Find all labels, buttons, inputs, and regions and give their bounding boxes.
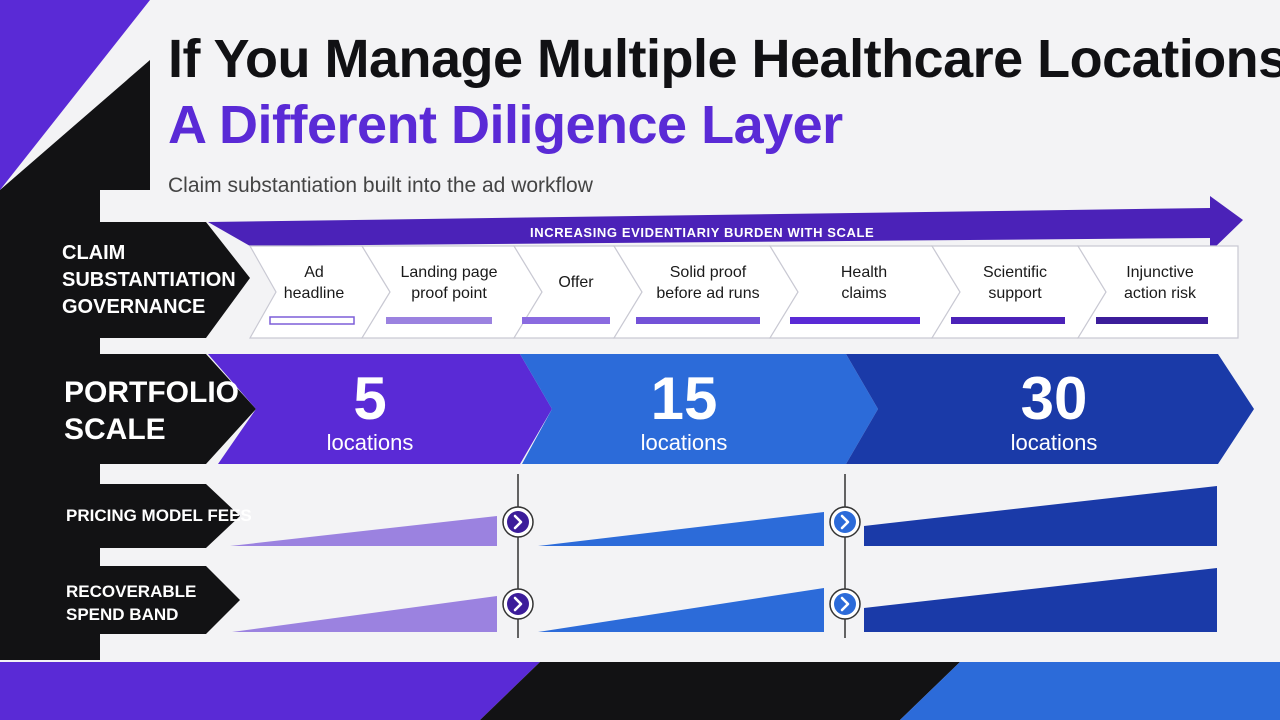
claim-row-label: CLAIM SUBSTANTIATION GOVERNANCE	[62, 240, 236, 321]
tier-5-shape	[208, 354, 552, 464]
scale-label-line: SCALE	[64, 413, 166, 446]
bottom-band-blue	[900, 662, 1280, 720]
tier-unit: locations	[1010, 430, 1098, 455]
step-bar	[1096, 317, 1208, 324]
step-line: proof point	[411, 285, 487, 302]
step-line: claims	[841, 285, 887, 302]
claim-label-line: SUBSTANTIATION	[62, 269, 236, 291]
step-scientific-support: Scientific support	[983, 262, 1047, 304]
step-bar	[636, 317, 760, 324]
step-bar	[951, 317, 1065, 324]
corner-triangle-purple	[0, 0, 150, 190]
step-chevrons	[248, 245, 1239, 339]
spend-wedge-2	[538, 588, 824, 632]
claim-label-line: GOVERNANCE	[62, 296, 206, 318]
fees-label-box	[46, 484, 240, 548]
fee-wedge-1	[230, 516, 497, 546]
bottom-band-black	[480, 662, 960, 720]
claim-label-line: CLAIM	[62, 242, 126, 264]
step-line: support	[988, 285, 1042, 302]
step-solid-proof: Solid proof before ad runs	[656, 262, 759, 304]
step-offer: Offer	[558, 272, 593, 293]
tier-unit: locations	[326, 430, 414, 455]
tier-unit: locations	[640, 430, 728, 455]
scale-row-label: PORTFOLIO SCALE	[64, 374, 239, 448]
step-landing-page: Landing page proof point	[401, 262, 498, 304]
spend-row-label: RECOVERABLE SPEND BAND	[66, 580, 196, 626]
fee-wedge-2	[538, 512, 824, 546]
tier-count: 30	[1020, 365, 1088, 432]
claim-label-box	[46, 222, 250, 338]
step-bar	[386, 317, 492, 324]
page-title: If You Manage Multiple Healthcare Locati…	[168, 29, 1280, 89]
step-chevron	[1076, 245, 1239, 339]
spend-label-box	[46, 566, 240, 634]
chevron-right-icon	[829, 588, 861, 620]
scale-label-line: PORTFOLIO	[64, 376, 239, 409]
step-bars	[269, 316, 1208, 325]
step-health-claims: Health claims	[841, 262, 887, 304]
spend-label-line: RECOVERABLE	[66, 582, 197, 601]
step-line: Injunctive	[1126, 264, 1194, 281]
chevron-right-icon	[829, 506, 861, 538]
step-injunctive-risk: Injunctive action risk	[1124, 262, 1196, 304]
step-bar	[790, 317, 920, 324]
step-line: headline	[283, 285, 345, 302]
tier-count: 15	[650, 365, 718, 432]
step-line: action risk	[1123, 285, 1197, 302]
page-subtitle: A Different Diligence Layer	[168, 95, 843, 155]
step-bar	[522, 317, 610, 324]
step-line: Scientific	[982, 264, 1048, 281]
step-bar	[269, 316, 355, 325]
step-line: Health	[840, 264, 888, 281]
fee-wedge-3	[864, 486, 1217, 546]
scale-label-box	[46, 354, 256, 464]
burden-arrow	[208, 196, 1243, 252]
spend-label-line: SPEND BAND	[66, 605, 179, 624]
tier-30-shape	[846, 354, 1254, 464]
spend-wedge-3	[864, 568, 1217, 632]
burden-label: INCREASING EVIDENTIARIY BURDEN WITH SCAL…	[530, 225, 875, 240]
step-line: Ad	[304, 264, 324, 281]
chevron-right-icon	[502, 506, 534, 538]
fees-row-label: PRICING MODEL FEES	[66, 506, 252, 525]
tagline: Claim substantiation built into the ad w…	[168, 174, 593, 197]
bottom-band-purple	[0, 662, 540, 720]
step-line: Landing page	[400, 264, 498, 281]
spend-wedge-1	[232, 596, 497, 632]
step-ad-headline: Ad headline	[284, 262, 345, 304]
step-line: Solid proof	[669, 264, 747, 281]
tier-15-shape	[520, 354, 878, 464]
step-line: before ad runs	[656, 285, 760, 302]
tier-count: 5	[353, 365, 387, 432]
step-line: Offer	[558, 274, 594, 291]
chevron-right-icon	[502, 588, 534, 620]
